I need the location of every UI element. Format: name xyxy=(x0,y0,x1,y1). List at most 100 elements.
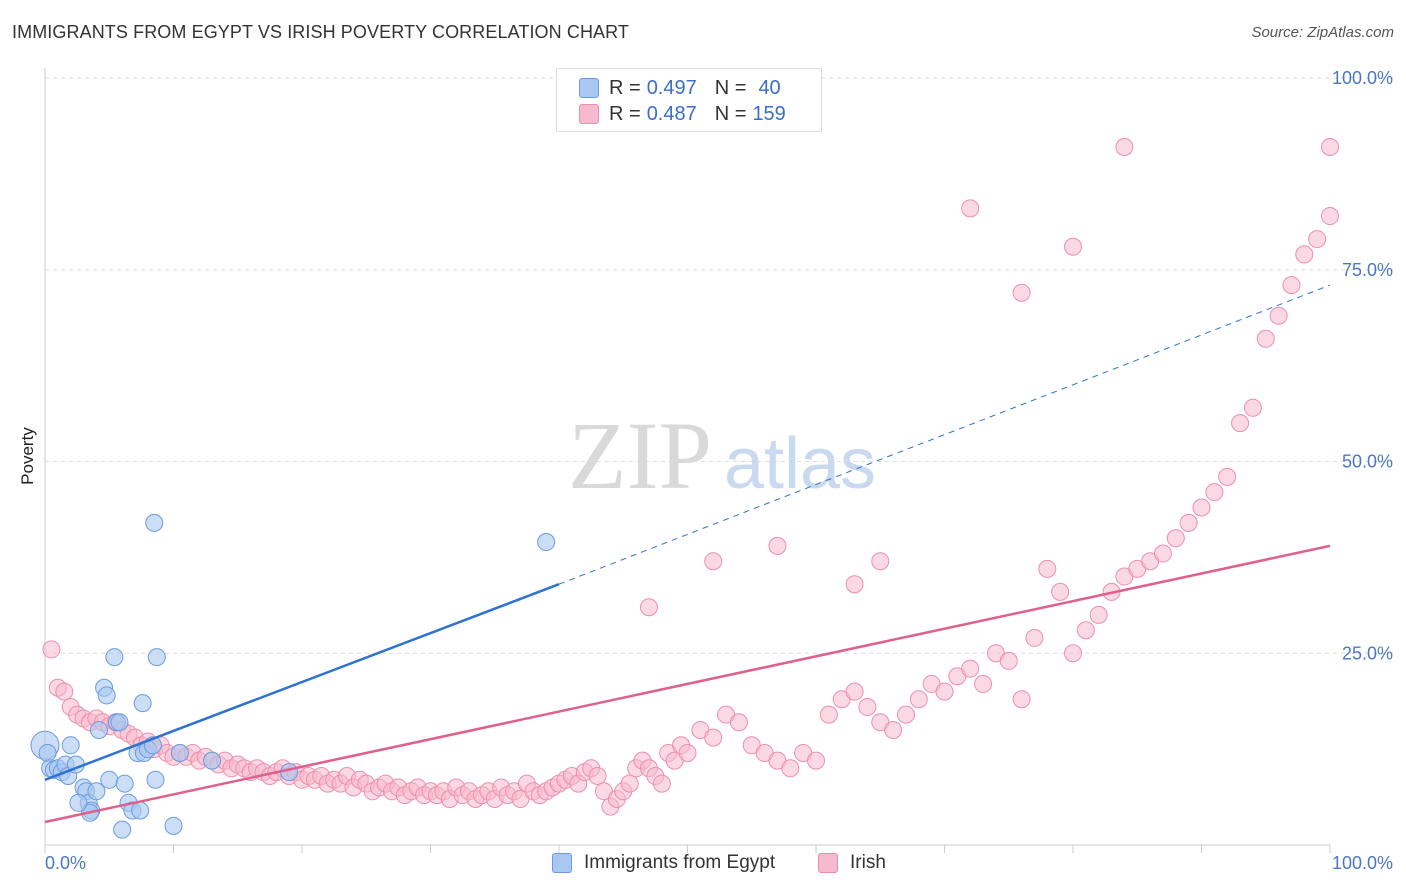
irish-point xyxy=(819,705,838,724)
irish-point xyxy=(845,682,864,701)
y-tick-label: 25.0% xyxy=(1342,643,1393,663)
irish-point xyxy=(1321,138,1339,157)
egypt-point xyxy=(145,513,164,532)
irish-point xyxy=(1038,559,1057,578)
egypt-trendline xyxy=(44,583,560,781)
legend-n-value: 40 xyxy=(758,76,781,99)
y-axis-label: Poverty xyxy=(18,427,37,485)
irish-swatch xyxy=(579,104,599,124)
egypt-trendline-extension xyxy=(558,284,1331,585)
legend-n-label: N = xyxy=(714,102,747,125)
egypt-point xyxy=(38,743,57,762)
irish-point xyxy=(588,766,607,785)
egypt-point xyxy=(147,648,166,667)
bottom-legend-egypt-label: Immigrants from Egypt xyxy=(584,852,776,873)
legend: R = 0.497 N = 40 R = 0.487 N = 159 xyxy=(556,68,822,132)
irish-point xyxy=(1012,690,1031,709)
egypt-swatch xyxy=(552,853,572,873)
irish-point xyxy=(1153,544,1172,563)
irish-point xyxy=(1115,138,1134,157)
irish-point xyxy=(909,690,928,709)
y-tick-label: 50.0% xyxy=(1342,452,1393,472)
irish-point xyxy=(55,682,74,701)
irish-point xyxy=(935,682,954,701)
watermark-atlas: atlas xyxy=(724,424,876,504)
bottom-legend-egypt: Immigrants from Egypt xyxy=(552,852,775,874)
irish-point xyxy=(1256,329,1275,348)
tick-labels: 25.0% 50.0% 75.0% 100.0% 0.0% 100.0% xyxy=(45,68,1393,873)
irish-point xyxy=(678,743,697,762)
irish-point xyxy=(1064,644,1082,663)
irish-trendline xyxy=(44,544,1331,824)
irish-point xyxy=(1321,207,1339,226)
legend-row-egypt: R = 0.497 N = 40 xyxy=(579,76,781,100)
irish-point xyxy=(974,674,993,693)
egypt-point xyxy=(164,816,183,835)
egypt-point xyxy=(97,686,116,705)
irish-point xyxy=(1282,276,1301,295)
legend-r-value: 0.497 xyxy=(646,76,697,99)
chart-title: IMMIGRANTS FROM EGYPT VS IRISH POVERTY C… xyxy=(12,22,630,42)
bottom-legend-irish-label: Irish xyxy=(850,852,886,873)
irish-point xyxy=(704,728,723,747)
egypt-point xyxy=(115,774,134,793)
irish-point xyxy=(961,199,980,218)
legend-r-label: R = xyxy=(609,102,641,125)
egypt-points xyxy=(30,513,556,839)
bottom-legend-irish: Irish xyxy=(818,852,886,874)
irish-point xyxy=(1064,237,1082,256)
legend-row-irish: R = 0.487 N = 159 xyxy=(579,102,786,126)
irish-point xyxy=(1295,245,1314,264)
irish-point xyxy=(896,705,915,724)
irish-point xyxy=(639,598,658,617)
trendlines xyxy=(44,284,1331,824)
egypt-point xyxy=(89,720,108,739)
egypt-point xyxy=(537,533,556,552)
irish-point xyxy=(1076,621,1095,640)
egypt-swatch xyxy=(579,78,599,98)
source-label: Source: ZipAtlas.com xyxy=(1251,24,1394,41)
egypt-point xyxy=(113,820,132,839)
egypt-point xyxy=(131,801,150,820)
irish-point xyxy=(652,774,671,793)
irish-point xyxy=(1192,498,1211,517)
irish-point xyxy=(42,640,61,659)
x-tick-label: 100.0% xyxy=(1332,853,1393,873)
x-tick-label: 0.0% xyxy=(45,853,86,873)
irish-point xyxy=(781,759,800,778)
irish-point xyxy=(807,751,825,770)
egypt-point xyxy=(146,770,165,789)
egypt-point xyxy=(105,648,124,667)
irish-point xyxy=(1243,398,1262,417)
watermark: ZIP atlas xyxy=(568,402,876,509)
legend-n-label: N = xyxy=(714,76,747,99)
egypt-point xyxy=(110,713,129,732)
legend-n-value: 159 xyxy=(752,102,786,125)
irish-point xyxy=(1166,529,1185,548)
irish-point xyxy=(1218,467,1237,486)
irish-point xyxy=(729,713,748,732)
y-tick-label: 75.0% xyxy=(1342,260,1393,280)
axes xyxy=(44,68,1331,853)
irish-point xyxy=(1205,483,1224,502)
egypt-point xyxy=(203,751,222,770)
egypt-point xyxy=(133,694,152,713)
irish-point xyxy=(1308,230,1327,249)
irish-point xyxy=(620,774,639,793)
irish-swatch xyxy=(818,853,838,873)
irish-point xyxy=(1051,582,1070,601)
irish-point xyxy=(704,552,723,571)
irish-point xyxy=(1012,283,1031,302)
egypt-point xyxy=(280,763,299,782)
irish-point xyxy=(845,575,864,594)
legend-r-value: 0.487 xyxy=(646,102,697,125)
egypt-point xyxy=(170,743,189,762)
irish-point xyxy=(871,552,890,571)
irish-point xyxy=(961,659,980,678)
y-tick-label: 100.0% xyxy=(1332,68,1393,88)
irish-point xyxy=(1231,414,1250,433)
irish-point xyxy=(884,720,903,739)
egypt-point xyxy=(69,793,88,812)
irish-point xyxy=(768,536,787,555)
